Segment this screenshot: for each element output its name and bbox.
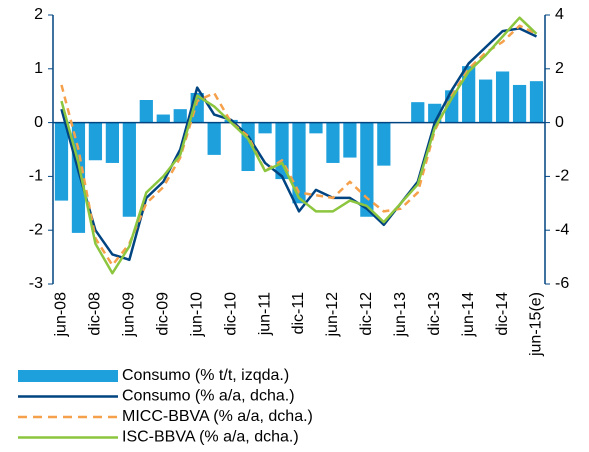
bar — [258, 122, 272, 134]
bar — [309, 122, 323, 134]
bar — [207, 122, 221, 155]
line — [60, 24, 538, 267]
y2-tick-label: -4 — [555, 221, 569, 238]
x-tick-label: dic-09 — [154, 292, 171, 336]
bar — [462, 66, 476, 123]
y2-tick-label: -6 — [555, 275, 569, 292]
bar — [495, 71, 510, 123]
bar — [173, 109, 187, 123]
bar — [122, 122, 136, 217]
y-tick-label: -2 — [29, 221, 43, 238]
bar — [54, 122, 69, 201]
bar — [139, 100, 153, 123]
bar — [377, 122, 391, 166]
x-tick-label: jun-10 — [188, 292, 205, 338]
legend-swatch — [18, 370, 118, 382]
x-tick-label: jun-14 — [460, 292, 477, 338]
x-tick-label: jun-15(e) — [528, 292, 545, 357]
bar — [105, 122, 119, 163]
x-tick-label: dic-10 — [222, 292, 239, 336]
y2-tick-label: -2 — [555, 168, 569, 185]
x-tick-label: dic-08 — [87, 292, 104, 336]
x-tick-label: jun-13 — [392, 292, 409, 338]
bar — [411, 102, 425, 123]
bar — [343, 122, 357, 158]
y-tick-label: -1 — [29, 168, 43, 185]
bar — [529, 81, 544, 123]
bar — [479, 79, 493, 123]
y2-tick-label: 0 — [555, 114, 564, 131]
y-tick-label: 0 — [34, 114, 43, 131]
legend-label: Consumo (% a/a, dcha.) — [122, 388, 295, 405]
line — [60, 16, 538, 275]
bar — [71, 122, 86, 233]
x-tick-label: jun-11 — [256, 292, 273, 336]
bar — [156, 114, 170, 123]
y-tick-label: 1 — [34, 60, 43, 77]
y-tick-label: -3 — [29, 275, 43, 292]
y2-tick-label: 4 — [555, 6, 564, 23]
y-tick-label: 2 — [34, 6, 43, 23]
legend-label: MICC-BBVA (% a/a, dcha.) — [122, 408, 313, 425]
bar — [360, 122, 374, 217]
x-tick-label: dic-11 — [290, 292, 307, 334]
legend-label: ISC-BBVA (% a/a, dcha.) — [122, 429, 299, 446]
y2-tick-label: 2 — [555, 60, 564, 77]
bar — [88, 122, 103, 161]
x-tick-label: dic-14 — [494, 292, 511, 336]
x-tick-label: jun-08 — [53, 292, 70, 338]
bar — [326, 122, 340, 163]
legend-label: Consumo (% t/t, izqda.) — [122, 367, 289, 384]
x-tick-label: dic-13 — [426, 292, 443, 336]
x-tick-label: jun-09 — [121, 292, 138, 338]
x-tick-label: dic-12 — [358, 292, 375, 336]
bar — [292, 122, 306, 204]
bar — [512, 84, 527, 123]
x-tick-label: jun-12 — [324, 292, 341, 338]
